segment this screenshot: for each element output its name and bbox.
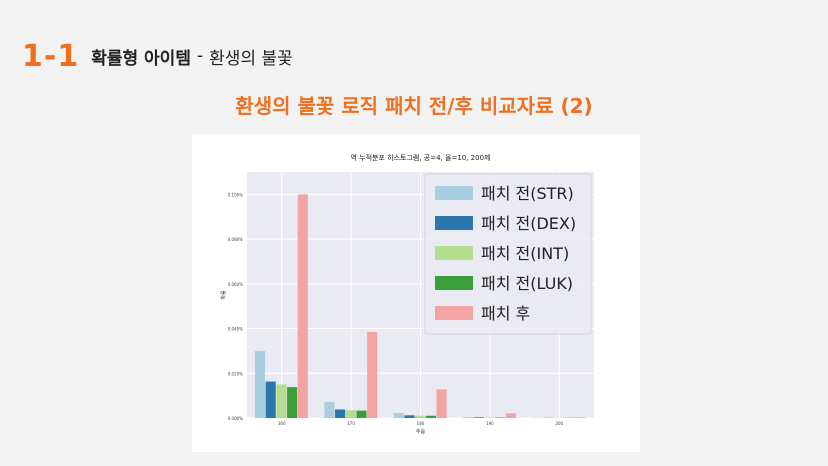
x-tick-label: 180 — [417, 421, 425, 426]
legend-label: 패치 전(INT) — [481, 244, 569, 263]
bar — [425, 415, 436, 418]
legend-label: 패치 전(STR) — [481, 184, 574, 203]
bar — [473, 417, 484, 418]
bar — [254, 350, 266, 418]
bar — [356, 410, 367, 418]
y-axis-label: 확률 — [220, 290, 227, 300]
bar — [436, 389, 447, 418]
chart-panel: 0.000% 0.020% 0.040% 0.060% 0.080% 0.100% 160 1… — [192, 134, 640, 452]
bar — [345, 410, 356, 418]
x-axis-label: 추옵 — [416, 429, 426, 435]
y-tick-label: 0.020% — [228, 371, 243, 376]
y-tick-label: 0.040% — [228, 327, 243, 332]
chart-title: 역 누적분포 히스토그램, 공=4, 올=10, 200제 — [351, 153, 491, 162]
bar — [575, 417, 586, 418]
y-tick-label: 0.080% — [228, 237, 243, 242]
legend-swatch — [435, 276, 473, 290]
legend-label: 패치 후 — [481, 304, 530, 323]
bar — [463, 417, 474, 418]
slide-title: 확률형 아이템 — [91, 48, 191, 69]
bar-chart: 0.000% 0.020% 0.040% 0.060% 0.080% 0.100% 160 1… — [220, 153, 594, 435]
bar — [276, 384, 287, 418]
bar — [265, 381, 276, 418]
bar — [415, 415, 426, 418]
bar — [297, 194, 308, 418]
x-tick-label: 170 — [347, 421, 355, 426]
x-tick-label: 160 — [278, 421, 286, 426]
bar — [367, 331, 378, 418]
slide-subtitle: 환생의 불꽃 — [209, 48, 293, 69]
y-tick-label: 0.000% — [228, 416, 243, 421]
bar — [324, 401, 335, 418]
title-separator: - — [196, 46, 204, 66]
bar — [287, 387, 298, 418]
x-tick-label: 200 — [555, 421, 563, 426]
bar — [404, 415, 415, 418]
slide-number: 1-1 — [22, 38, 80, 74]
legend-label: 패치 전(DEX) — [481, 214, 576, 233]
legend-swatch — [435, 306, 473, 320]
section-heading: 환생의 불꽃 로직 패치 전/후 비교자료 (2) — [235, 94, 593, 118]
y-tick-label: 0.060% — [228, 282, 243, 287]
bar — [335, 409, 346, 418]
slide-header: 1-1 확률형 아이템 - 환생의 불꽃 — [22, 36, 293, 76]
y-tick-label: 0.100% — [228, 192, 243, 197]
bar — [505, 413, 517, 418]
legend-box — [424, 173, 592, 335]
x-tick-label: 190 — [486, 421, 494, 426]
legend-swatch — [435, 246, 473, 260]
legend-label: 패치 전(LUK) — [481, 274, 573, 293]
legend-swatch — [435, 216, 473, 230]
legend-swatch — [435, 186, 473, 200]
bar — [393, 413, 404, 418]
